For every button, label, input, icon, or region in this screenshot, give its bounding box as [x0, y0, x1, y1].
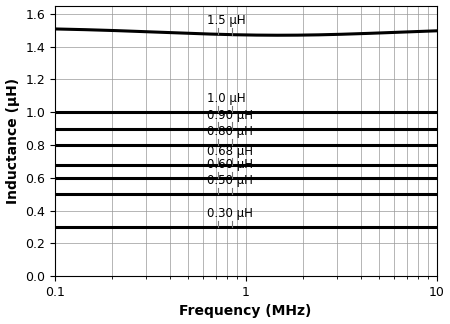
Y-axis label: Inductance (μH): Inductance (μH) — [5, 78, 19, 204]
Text: 0.30 μH: 0.30 μH — [207, 207, 253, 220]
Text: 1.5 μH: 1.5 μH — [207, 14, 246, 27]
Text: 0.68 μH: 0.68 μH — [207, 145, 253, 157]
Text: 1.0 μH: 1.0 μH — [207, 92, 246, 105]
Text: 0.50 μH: 0.50 μH — [207, 174, 253, 187]
Text: 0.60 μH: 0.60 μH — [207, 158, 253, 171]
X-axis label: Frequency (MHz): Frequency (MHz) — [180, 305, 312, 318]
Text: 0.80 μH: 0.80 μH — [207, 125, 253, 138]
Text: 0.90 μH: 0.90 μH — [207, 109, 253, 122]
